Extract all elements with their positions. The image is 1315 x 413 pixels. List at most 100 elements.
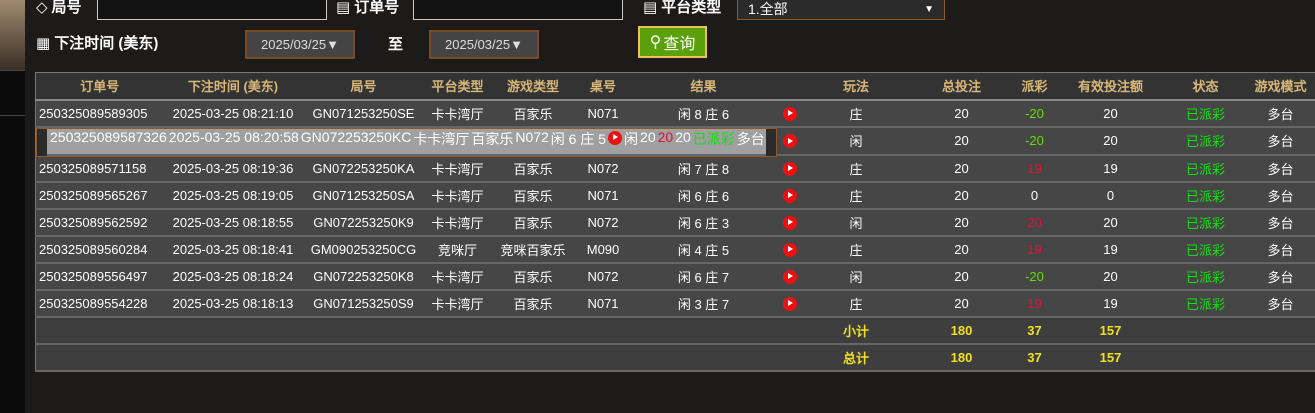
cell-platform: 卡卡湾厅 (424, 99, 491, 128)
cell-time: 2025-03-25 08:19:36 (163, 154, 303, 183)
play-video-button[interactable] (776, 127, 803, 156)
cell-round: GN072253250K8 (302, 262, 425, 291)
cell-valid: 20 (1055, 99, 1166, 128)
cell-status: 已派彩 (1165, 127, 1246, 156)
cell-valid: 20 (1055, 208, 1166, 237)
cell-platform: 竞咪厅 (424, 235, 491, 264)
cell-time: 2025-03-25 08:18:13 (163, 289, 303, 318)
cell-time: 2025-03-25 08:18:24 (163, 262, 303, 291)
play-video-button[interactable] (776, 289, 803, 318)
column-header: 游戏模式 (1245, 72, 1315, 101)
cell-game: 百家乐 (490, 154, 576, 183)
cell-table: N071 (575, 289, 631, 318)
round-input[interactable] (97, 0, 327, 20)
table-row[interactable]: 250325089560284 2025-03-25 08:18:41 GM0902… (35, 235, 1315, 264)
platform-label: ▤ 平台类型 (643, 0, 721, 17)
cell-payout: 19 (1013, 289, 1056, 318)
total-valid: 157 (1055, 343, 1166, 372)
play-video-button[interactable] (776, 181, 803, 210)
cell-game: 百家乐 (470, 128, 515, 156)
column-header: 有效投注额 (1055, 72, 1166, 101)
cell-round: GN072253250K9 (302, 208, 425, 237)
table-row[interactable]: 250325089554228 2025-03-25 08:18:13 GN0712… (35, 289, 1315, 318)
cell-play: 庄 (802, 289, 910, 318)
cell-status: 已派彩 (1165, 154, 1246, 183)
subtotal-payout: 37 (1013, 316, 1056, 345)
column-header: 状态 (1165, 72, 1246, 101)
cell-platform: 卡卡湾厅 (424, 289, 491, 318)
cell-table: N072 (575, 154, 631, 183)
cell-payout: 19 (1013, 154, 1056, 183)
to-label: 至 (388, 36, 404, 53)
bet-records-table: 订单号 下注时间 (美东) 局号 平台类型 游戏类型 桌号 结果 玩法 总投注 派彩 有效投注额 状态… (35, 72, 1315, 372)
list-icon: ▤ (336, 0, 351, 16)
table-row[interactable]: 250325089556497 2025-03-25 08:18:24 GN0722… (35, 262, 1315, 291)
cell-mode: 多台 (1245, 262, 1315, 291)
cell-bet: 20 (909, 289, 1014, 318)
platform-select[interactable]: 1.全部 ▼ (737, 0, 945, 20)
calendar-icon: ▦ (36, 34, 51, 52)
cell-result: 闲 7 庄 8 (630, 154, 777, 183)
cell-status: 已派彩 (1165, 99, 1246, 128)
table-row[interactable]: 250325089571158 2025-03-25 08:19:36 GN0722… (35, 154, 1315, 183)
cell-mode: 多台 (1245, 154, 1315, 183)
cell-platform: 卡卡湾厅 (424, 181, 491, 210)
play-video-button[interactable] (776, 99, 803, 128)
cell-play: 庄 (802, 99, 910, 128)
cell-mode: 多台 (1245, 235, 1315, 264)
cell-order: 250325089560284 (35, 235, 164, 264)
query-button[interactable]: ⚲ 查询 (638, 26, 707, 58)
play-video-button[interactable] (776, 208, 803, 237)
tag-icon: ◇ (36, 0, 48, 16)
table-row[interactable]: 250325089587326 2025-03-25 08:20:58 GN0722… (36, 127, 777, 157)
subtotal-row: 小计 180 37 157 (35, 316, 1315, 345)
cell-valid: 20 (1055, 127, 1166, 156)
column-header: 桌号 (575, 72, 631, 101)
play-video-button[interactable] (776, 262, 803, 291)
cell-platform: 卡卡湾厅 (424, 154, 491, 183)
cell-order: 250325089554228 (35, 289, 164, 318)
cell-play: 闲 (623, 128, 640, 156)
cell-payout: -20 (1013, 262, 1056, 291)
table-row[interactable]: 250325089589305 2025-03-25 08:21:10 GN0712… (35, 99, 1315, 128)
round-label: ◇ 局号 (36, 0, 82, 17)
cell-order: 250325089565267 (35, 181, 164, 210)
play-video-button[interactable] (776, 154, 803, 183)
play-icon (782, 242, 797, 257)
cell-order: 250325089571158 (35, 154, 164, 183)
subtotal-bet: 180 (909, 316, 1014, 345)
platform-icon: ▤ (643, 0, 658, 16)
date-from-select[interactable]: 2025/03/25▼ (245, 30, 355, 59)
cell-game: 百家乐 (490, 181, 576, 210)
play-icon (782, 161, 797, 176)
cell-game: 百家乐 (490, 289, 576, 318)
cell-table: M090 (575, 235, 631, 264)
chevron-down-icon: ▼ (924, 3, 934, 15)
cell-status: 已派彩 (1165, 208, 1246, 237)
cell-table: N071 (575, 181, 631, 210)
cell-bet: 20 (909, 99, 1014, 128)
cell-time: 2025-03-25 08:18:55 (163, 208, 303, 237)
play-video-button[interactable] (607, 128, 624, 156)
cell-result: 闲 3 庄 7 (630, 289, 777, 318)
cell-round: GN072253250KA (302, 154, 425, 183)
column-header: 游戏类型 (490, 72, 576, 101)
column-header: 局号 (302, 72, 425, 101)
cell-valid: 19 (1055, 289, 1166, 318)
cell-result: 闲 8 庄 6 (630, 99, 777, 128)
cell-result: 闲 6 庄 5 (549, 128, 608, 156)
cell-round: GM090253250CG (302, 235, 425, 264)
cell-platform: 卡卡湾厅 (424, 208, 491, 237)
total-label: 总计 (802, 343, 910, 372)
table-row[interactable]: 250325089565267 2025-03-25 08:19:05 GN0712… (35, 181, 1315, 210)
date-to-select[interactable]: 2025/03/25▼ (429, 30, 539, 59)
play-video-button[interactable] (776, 235, 803, 264)
order-input[interactable] (413, 0, 623, 20)
cell-mode: 多台 (1245, 289, 1315, 318)
total-payout: 37 (1013, 343, 1056, 372)
table-row[interactable]: 250325089562592 2025-03-25 08:18:55 GN0722… (35, 208, 1315, 237)
total-row: 总计 180 37 157 (35, 343, 1315, 372)
cell-bet: 20 (909, 181, 1014, 210)
play-icon (608, 130, 623, 145)
cell-result: 闲 4 庄 5 (630, 235, 777, 264)
